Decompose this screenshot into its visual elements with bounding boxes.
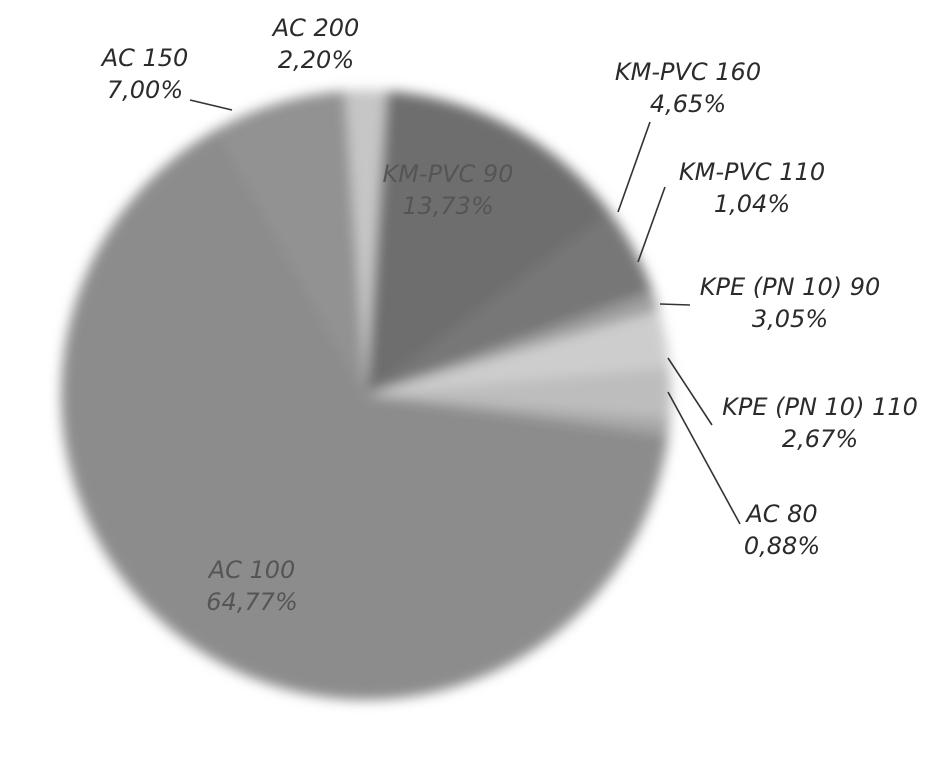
slice-value-ac-100: 64,77% (206, 588, 298, 616)
pie-slice-kpe-pn-10-90 (366, 310, 670, 395)
pie-slices (61, 89, 671, 701)
slice-labels: AC 100 64,77% AC 150 7,00% AC 200 2,20% KM-PVC… (100, 14, 918, 616)
leader-line-kpe-pn-10-90 (659, 303, 691, 306)
slice-value-ac-80: 0,88% (744, 532, 820, 560)
slice-label-km-pvc-110: KM-PVC 110 (679, 158, 825, 186)
leader-line-km-pvc-110 (637, 186, 666, 263)
slice-value-km-pvc-90: 13,73% (402, 192, 494, 220)
slice-label-ac-80: AC 80 (744, 500, 817, 528)
slice-label-km-pvc-90: KM-PVC 90 (383, 160, 514, 188)
pie-slice-ac-100 (61, 128, 669, 701)
slice-label-km-pvc-160: KM-PVC 160 (615, 58, 761, 86)
slice-value-kpe-pn-10-90: 3,05% (752, 305, 828, 333)
leader-line-km-pvc-160 (617, 121, 651, 213)
slice-value-kpe-pn-10-110: 2,67% (782, 425, 858, 453)
leader-line-kpe-pn-10-110 (667, 357, 713, 426)
pie-slice-ac-200 (344, 89, 387, 395)
leader-lines (189, 99, 741, 525)
pie-slice-km-pvc-110 (366, 291, 659, 395)
pie-slice-ac-80 (366, 395, 671, 436)
slice-label-kpe-pn-10-110: KPE (PN 10) 110 (722, 393, 918, 421)
slice-value-km-pvc-110: 1,04% (714, 190, 790, 218)
slice-label-ac-100: AC 100 (207, 556, 296, 584)
pie-slice-kpe-pn-10-110 (366, 367, 671, 419)
slice-label-ac-150: AC 150 (100, 44, 189, 72)
slice-label-ac-200: AC 200 (271, 14, 360, 42)
pie-slice-km-pvc-160 (366, 212, 653, 395)
pie-slice-km-pvc-90 (366, 90, 611, 396)
leader-line-ac-80 (667, 391, 741, 525)
slice-value-km-pvc-160: 4,65% (650, 90, 726, 118)
slice-value-ac-200: 2,20% (278, 46, 354, 74)
slice-value-ac-150: 7,00% (107, 76, 183, 104)
pie-slice-ac-150 (217, 90, 366, 396)
slice-label-kpe-pn-10-90: KPE (PN 10) 90 (700, 273, 881, 301)
leader-line-ac-150 (189, 99, 233, 111)
